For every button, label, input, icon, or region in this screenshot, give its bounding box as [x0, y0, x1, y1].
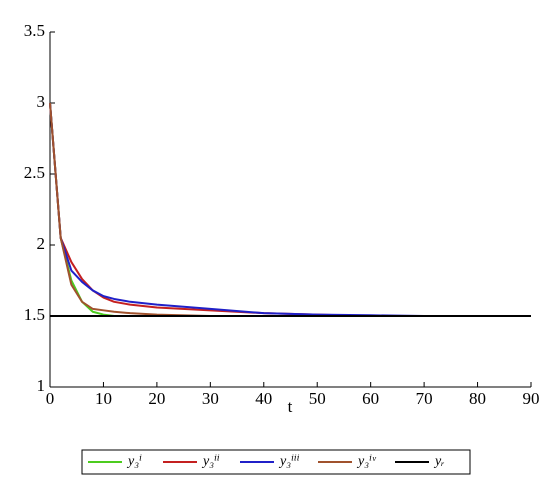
series-line: [49, 102, 531, 317]
y-tick-label: 3: [37, 92, 46, 111]
y-tick-label: 2.5: [24, 163, 45, 182]
x-tick-label: 40: [255, 389, 272, 408]
x-tick-label: 30: [202, 389, 219, 408]
x-tick-label: 50: [309, 389, 326, 408]
y-tick-label: 1.5: [24, 305, 45, 324]
x-tick-label: 10: [95, 389, 112, 408]
x-tick-label: 60: [362, 389, 379, 408]
legend-label: y₃ⁱᵛ: [356, 454, 377, 469]
legend-label: y₃ⁱⁱ: [201, 454, 220, 469]
legend-label: yᵣ: [433, 454, 445, 469]
y-tick-label: 1: [37, 376, 46, 395]
y-tick-label: 2: [37, 234, 46, 253]
y-tick-label: 3.5: [24, 21, 45, 40]
series-line: [49, 102, 531, 317]
x-tick-label: 20: [148, 389, 165, 408]
x-tick-label: 0: [46, 389, 55, 408]
legend-label: y₃ⁱ: [126, 454, 142, 469]
x-tick-label: 80: [469, 389, 486, 408]
legend-label: y₃ⁱⁱⁱ: [278, 454, 300, 469]
series-line: [49, 102, 531, 317]
x-tick-label: 70: [416, 389, 433, 408]
x-axis-label: t: [288, 397, 293, 416]
series-line: [49, 102, 531, 317]
legend-box: [81, 449, 471, 475]
x-tick-label: 90: [523, 389, 540, 408]
